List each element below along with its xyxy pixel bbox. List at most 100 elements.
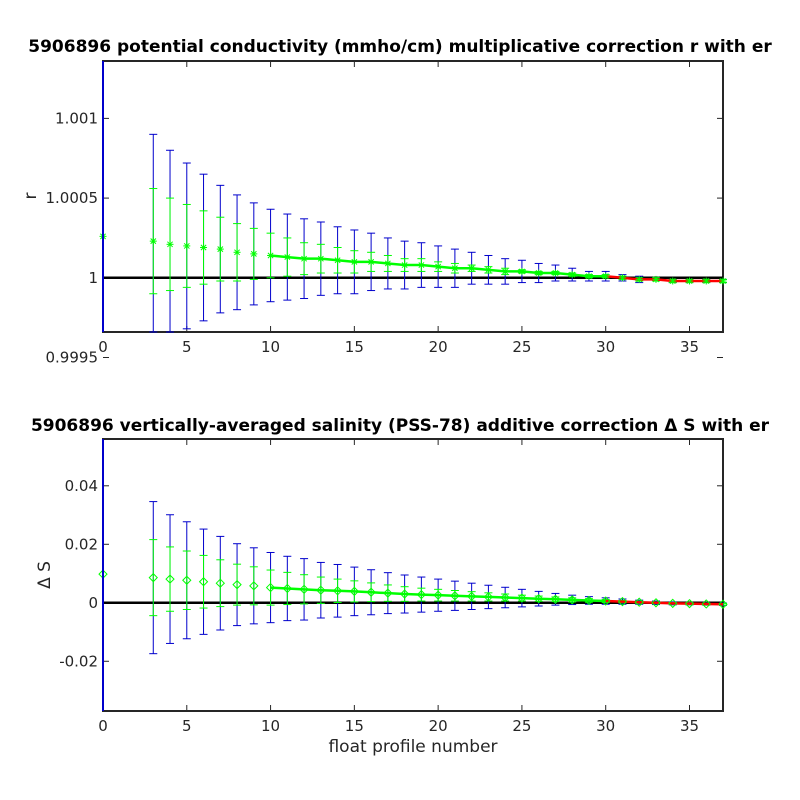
conductivity-data-point-36 <box>702 277 710 285</box>
marker-stroke <box>351 258 358 265</box>
conductivity-data-point-10 <box>267 251 275 259</box>
salinity-x-tick-label: 15 <box>345 717 364 735</box>
salinity-x-tick-label: 25 <box>512 717 531 735</box>
conductivity-data-point-6 <box>200 244 208 252</box>
marker-diamond <box>232 579 242 590</box>
conductivity-data-point-9 <box>250 250 258 258</box>
conductivity-data-point-27 <box>551 269 559 277</box>
marker-diamond <box>550 594 561 604</box>
conductivity-data-point-13 <box>317 255 325 263</box>
marker-stroke <box>250 250 257 257</box>
conductivity-data-point-8 <box>233 248 241 256</box>
conductivity-chart-title: 5906896 potential conductivity (mmho/cm)… <box>28 37 772 57</box>
marker-stroke <box>686 278 693 284</box>
marker-diamond <box>249 581 259 591</box>
salinity-data-point-24 <box>500 592 510 603</box>
conductivity-data-point-18 <box>401 261 409 269</box>
salinity-data-point-5 <box>182 575 192 585</box>
conductivity-data-point-12 <box>300 255 308 263</box>
salinity-x-tick-label: 20 <box>429 717 448 735</box>
salinity-data-point-35 <box>684 598 695 609</box>
marker-diamond <box>416 589 427 600</box>
marker-diamond <box>600 596 611 606</box>
salinity-y-tick-label: -0.02 <box>59 652 98 670</box>
marker-diamond <box>483 592 494 602</box>
marker-diamond <box>450 591 460 601</box>
salinity-data-point-16 <box>366 587 376 597</box>
salinity-data-point-14 <box>332 586 343 596</box>
salinity-y-tick-label: 0.02 <box>65 535 98 553</box>
marker-diamond <box>265 582 276 593</box>
salinity-data-point-13 <box>316 585 326 595</box>
salinity-error-bar-10 <box>266 551 275 624</box>
conductivity-data-point-37 <box>719 277 727 285</box>
salinity-data-point-37 <box>718 599 728 609</box>
marker-diamond <box>148 572 158 583</box>
salinity-x-tick-label: 30 <box>596 717 615 735</box>
marker-diamond <box>684 598 695 609</box>
salinity-data-point-23 <box>483 592 494 602</box>
marker-diamond <box>517 593 527 603</box>
salinity-fit-line-late <box>605 599 724 606</box>
salinity-x-tick-label: 0 <box>98 717 108 735</box>
salinity-data-point-12 <box>299 584 309 595</box>
marker-stroke <box>167 241 174 248</box>
conductivity-data-point-19 <box>417 261 425 269</box>
marker-stroke <box>301 255 308 262</box>
marker-stroke <box>150 238 157 245</box>
marker-diamond <box>349 586 360 597</box>
marker-stroke <box>535 270 542 276</box>
salinity-y-tick-label: 0.04 <box>65 477 98 495</box>
marker-diamond <box>617 596 628 607</box>
marker-diamond <box>466 591 477 602</box>
marker-diamond <box>399 589 410 599</box>
salinity-y-tick-label: 0 <box>88 594 98 612</box>
salinity-fit-line <box>270 586 606 603</box>
salinity-error-bar-7 <box>216 535 225 631</box>
marker-diamond <box>584 595 594 606</box>
salinity-data-point-10 <box>265 582 276 593</box>
conductivity-x-tick-label: 10 <box>261 338 280 356</box>
marker-stroke <box>485 266 492 273</box>
marker-stroke <box>217 246 224 253</box>
conductivity-data-point-5 <box>183 242 191 250</box>
marker-diamond <box>332 586 343 596</box>
conductivity-data-point-30 <box>602 272 610 280</box>
salinity-data-point-28 <box>567 595 577 605</box>
marker-stroke <box>200 244 207 251</box>
salinity-data-point-29 <box>584 595 594 606</box>
marker-diamond <box>366 587 376 597</box>
salinity-data-point-25 <box>517 593 527 603</box>
salinity-data-point-31 <box>617 596 628 607</box>
marker-stroke <box>468 265 475 272</box>
salinity-data-point-15 <box>349 586 360 597</box>
marker-stroke <box>334 257 341 264</box>
conductivity-data-point-26 <box>535 269 543 277</box>
marker-stroke <box>317 255 324 262</box>
salinity-data-point-11 <box>282 583 293 594</box>
salinity-data-point-34 <box>668 598 678 609</box>
marker-stroke <box>669 278 676 284</box>
marker-diamond <box>316 585 326 595</box>
marker-stroke <box>602 273 609 280</box>
marker-stroke <box>451 265 458 272</box>
salinity-x-tick-label: 5 <box>182 717 192 735</box>
salinity-x-tick-label: 10 <box>261 717 280 735</box>
marker-diamond <box>198 577 209 587</box>
conductivity-data-point-11 <box>283 253 291 261</box>
conductivity-data-point-29 <box>585 272 593 280</box>
conductivity-x-tick-label: 0 <box>98 338 108 356</box>
marker-stroke <box>652 276 659 283</box>
conductivity-y-tick-label: 1.001 <box>55 109 98 127</box>
conductivity-x-tick-label: 20 <box>429 338 448 356</box>
marker-stroke <box>720 278 726 284</box>
salinity-data-point-26 <box>533 593 544 604</box>
salinity-correction-panel: 5906896 vertically-averaged salinity (PS… <box>31 416 770 757</box>
conductivity-data-point-28 <box>568 271 576 279</box>
marker-diamond <box>383 588 393 598</box>
salinity-data-point-18 <box>399 589 410 599</box>
marker-stroke <box>569 271 576 278</box>
salinity-data-point-7 <box>215 578 226 588</box>
marker-diamond <box>182 575 192 585</box>
marker-stroke <box>368 258 375 265</box>
